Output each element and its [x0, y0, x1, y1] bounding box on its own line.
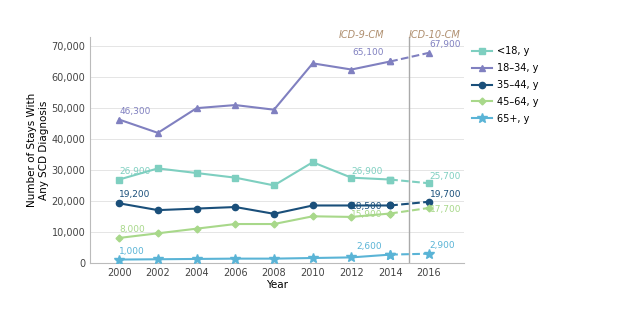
Text: 26,900: 26,900: [351, 167, 383, 176]
Text: 65,100: 65,100: [353, 48, 384, 57]
Text: ICD-9-CM: ICD-9-CM: [338, 30, 384, 40]
Text: 8,000: 8,000: [119, 225, 145, 234]
Text: 17,700: 17,700: [430, 205, 461, 214]
Text: 15,900: 15,900: [351, 210, 383, 219]
Text: ICD-10-CM: ICD-10-CM: [409, 30, 460, 40]
Text: 2,600: 2,600: [357, 242, 383, 251]
Text: 26,900: 26,900: [119, 167, 151, 176]
X-axis label: Year: Year: [266, 280, 288, 290]
Y-axis label: Number of Stays With
Any SCD Diagnosis: Number of Stays With Any SCD Diagnosis: [27, 93, 49, 207]
Text: 67,900: 67,900: [430, 40, 461, 49]
Text: 1,000: 1,000: [119, 247, 145, 256]
Text: 19,700: 19,700: [430, 190, 461, 199]
Text: 2,900: 2,900: [430, 241, 455, 250]
Text: 46,300: 46,300: [119, 107, 151, 116]
Text: 19,200: 19,200: [119, 190, 151, 199]
Text: 18,500: 18,500: [351, 202, 383, 211]
Legend: <18, y, 18–34, y, 35–44, y, 45–64, y, 65+, y: <18, y, 18–34, y, 35–44, y, 45–64, y, 65…: [472, 46, 538, 124]
Text: 25,700: 25,700: [430, 172, 461, 181]
